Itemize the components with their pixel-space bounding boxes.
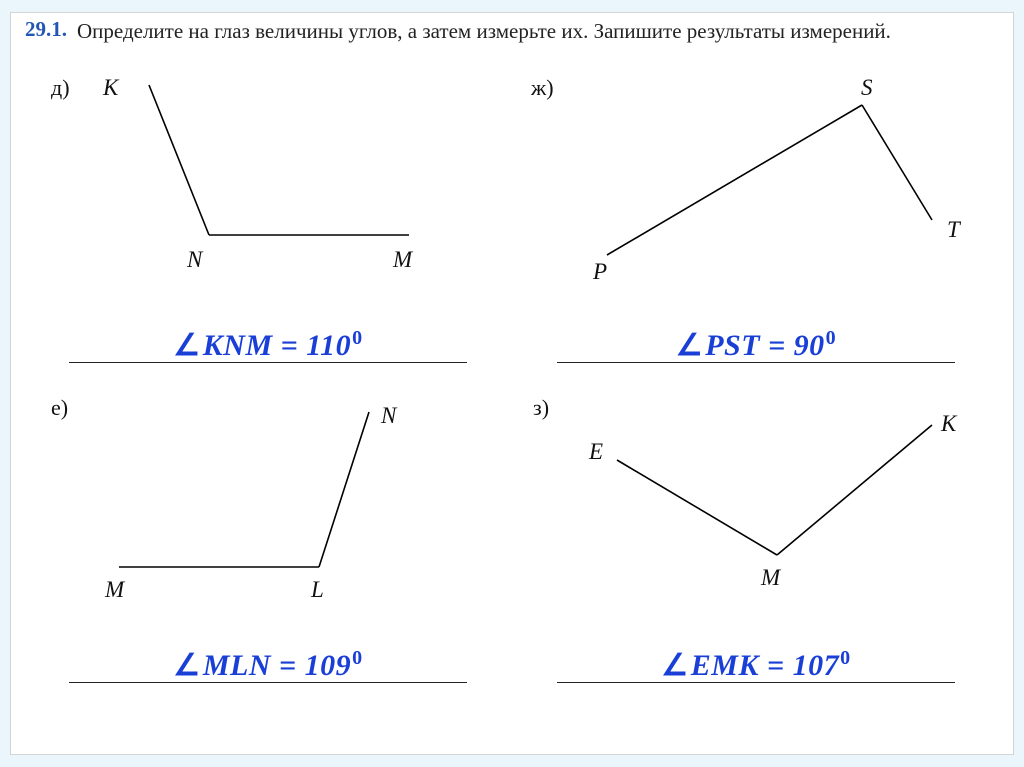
answer-angle-name: PST [705,329,760,362]
answer-angle-name: KNM [203,329,273,362]
problem-header: 29.1. Определите на глаз величины углов,… [11,13,1013,55]
answer-knm: ∠KNM = 1100 [173,329,362,362]
figure-grid: д) K N M ∠KNM = 1100 ж) P S T [11,55,1013,705]
answer-angle-value: 109 [305,649,352,682]
answer-line-z: ∠EMK = 1070 [557,647,955,683]
cell-d: д) K N M ∠KNM = 1100 [29,65,507,385]
point-label-E: E [589,439,603,465]
page-content: 29.1. Определите на глаз величины углов,… [10,12,1014,755]
subletter-e: е) [51,395,68,421]
answer-line-d: ∠KNM = 1100 [69,327,467,363]
angle-figure-mln [89,397,429,597]
answer-angle-value: 110 [306,329,351,362]
problem-number: 29.1. [25,17,67,42]
answer-emk: ∠EMK = 1070 [661,649,850,682]
point-label-S: S [861,75,873,101]
angle-figure-knm [89,75,429,270]
answer-mln: ∠MLN = 1090 [173,649,362,682]
subletter-d: д) [51,75,70,101]
point-label-K2: K [941,411,956,437]
subletter-z: з) [533,395,549,421]
answer-angle-name: EMK [691,649,759,682]
point-label-P: P [593,259,607,285]
point-label-M2: M [105,577,124,603]
angle-figure-pst [567,80,967,280]
point-label-L: L [311,577,324,603]
problem-text: Определите на глаз величины углов, а зат… [77,17,891,45]
point-label-N: N [187,247,202,273]
cell-e: е) M L N ∠MLN = 1090 [29,385,507,705]
point-label-T: T [947,217,960,243]
answer-pst: ∠PST = 900 [676,329,836,362]
answer-angle-value: 90 [794,329,825,362]
answer-line-zh: ∠PST = 900 [557,327,955,363]
cell-z: з) E M K ∠EMK = 1070 [517,385,995,705]
cell-zh: ж) P S T ∠PST = 900 [517,65,995,385]
point-label-M3: M [761,565,780,591]
answer-line-e: ∠MLN = 1090 [69,647,467,683]
answer-angle-name: MLN [203,649,271,682]
point-label-M: M [393,247,412,273]
point-label-K: K [103,75,118,101]
point-label-N2: N [381,403,396,429]
subletter-zh: ж) [531,75,554,101]
answer-angle-value: 107 [793,649,840,682]
